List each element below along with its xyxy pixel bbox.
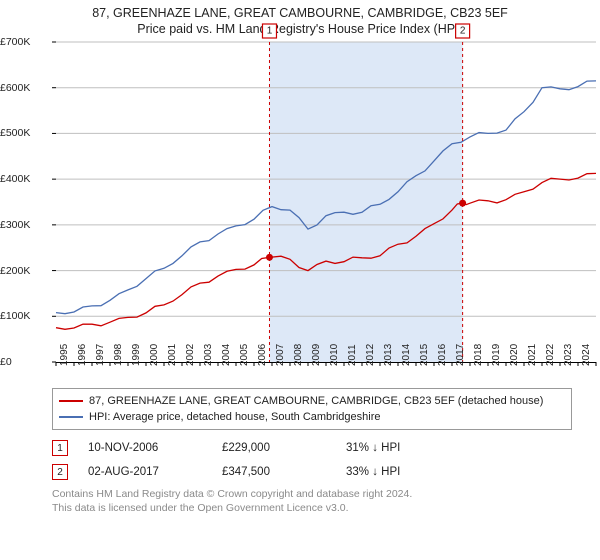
sales-table: 1 10-NOV-2006 £229,000 31% ↓ HPI 2 02-AU…	[52, 436, 572, 484]
x-axis-label: 2012	[365, 344, 376, 366]
x-axis-label: 2005	[239, 344, 250, 366]
x-axis-label: 2004	[221, 344, 232, 366]
sale-date: 02-AUG-2017	[88, 466, 208, 478]
x-axis-label: 1996	[77, 344, 88, 366]
y-axis-label: £600K	[0, 82, 30, 94]
sale-marker-icon: 1	[52, 440, 68, 456]
x-axis-label: 1995	[59, 344, 70, 366]
y-axis-label: £700K	[0, 36, 30, 48]
x-axis-label: 2002	[185, 344, 196, 366]
sale-row: 1 10-NOV-2006 £229,000 31% ↓ HPI	[52, 436, 572, 460]
x-axis-label: 2006	[257, 344, 268, 366]
x-axis-label: 1998	[113, 344, 124, 366]
svg-text:2: 2	[460, 26, 466, 37]
x-axis-label: 2017	[455, 344, 466, 366]
y-axis-label: £200K	[0, 265, 30, 277]
legend-label: HPI: Average price, detached house, Sout…	[89, 411, 380, 423]
x-axis-label: 2015	[419, 344, 430, 366]
x-axis-label: 2021	[527, 344, 538, 366]
legend-swatch	[59, 416, 83, 418]
sale-row: 2 02-AUG-2017 £347,500 33% ↓ HPI	[52, 460, 572, 484]
x-axis-label: 2019	[491, 344, 502, 366]
x-axis-label: 2007	[275, 344, 286, 366]
y-axis-label: £500K	[0, 127, 30, 139]
sale-delta: 31% ↓ HPI	[346, 442, 466, 454]
y-axis-label: £100K	[0, 310, 30, 322]
x-axis-label: 2013	[383, 344, 394, 366]
footer-line: Contains HM Land Registry data © Crown c…	[52, 488, 572, 502]
x-axis-label: 2008	[293, 344, 304, 366]
x-axis-label: 2001	[167, 344, 178, 366]
y-axis-label: £0	[0, 356, 12, 368]
sale-marker-icon: 2	[52, 464, 68, 480]
x-axis-label: 2020	[509, 344, 520, 366]
footer-line: This data is licensed under the Open Gov…	[52, 502, 572, 516]
sale-date: 10-NOV-2006	[88, 442, 208, 454]
x-axis-label: 2009	[311, 344, 322, 366]
legend-row-property: 87, GREENHAZE LANE, GREAT CAMBOURNE, CAM…	[59, 393, 565, 409]
x-axis-label: 2023	[563, 344, 574, 366]
x-axis-label: 2003	[203, 344, 214, 366]
x-axis-label: 1999	[131, 344, 142, 366]
chart-title-line2: Price paid vs. HM Land Registry's House …	[0, 22, 600, 36]
sale-price: £229,000	[222, 442, 332, 454]
x-axis-label: 2018	[473, 344, 484, 366]
svg-text:1: 1	[267, 26, 273, 37]
price-hpi-chart: 12 £0£100K£200K£300K£400K£500K£600K£700K…	[36, 42, 596, 382]
legend-row-hpi: HPI: Average price, detached house, Sout…	[59, 409, 565, 425]
x-axis-label: 2000	[149, 344, 160, 366]
legend-swatch	[59, 400, 83, 402]
chart-legend: 87, GREENHAZE LANE, GREAT CAMBOURNE, CAM…	[52, 388, 572, 430]
sale-delta: 33% ↓ HPI	[346, 466, 466, 478]
x-axis-label: 2022	[545, 344, 556, 366]
x-axis-label: 1997	[95, 344, 106, 366]
x-axis-label: 2024	[581, 344, 592, 366]
x-axis-label: 2016	[437, 344, 448, 366]
chart-title-line1: 87, GREENHAZE LANE, GREAT CAMBOURNE, CAM…	[0, 6, 600, 20]
x-axis-label: 2010	[329, 344, 340, 366]
y-axis-label: £400K	[0, 173, 30, 185]
legend-label: 87, GREENHAZE LANE, GREAT CAMBOURNE, CAM…	[89, 395, 543, 407]
sale-price: £347,500	[222, 466, 332, 478]
y-axis-label: £300K	[0, 219, 30, 231]
x-axis-label: 2011	[347, 344, 358, 366]
x-axis-label: 2014	[401, 344, 412, 366]
chart-footer: Contains HM Land Registry data © Crown c…	[52, 488, 572, 515]
